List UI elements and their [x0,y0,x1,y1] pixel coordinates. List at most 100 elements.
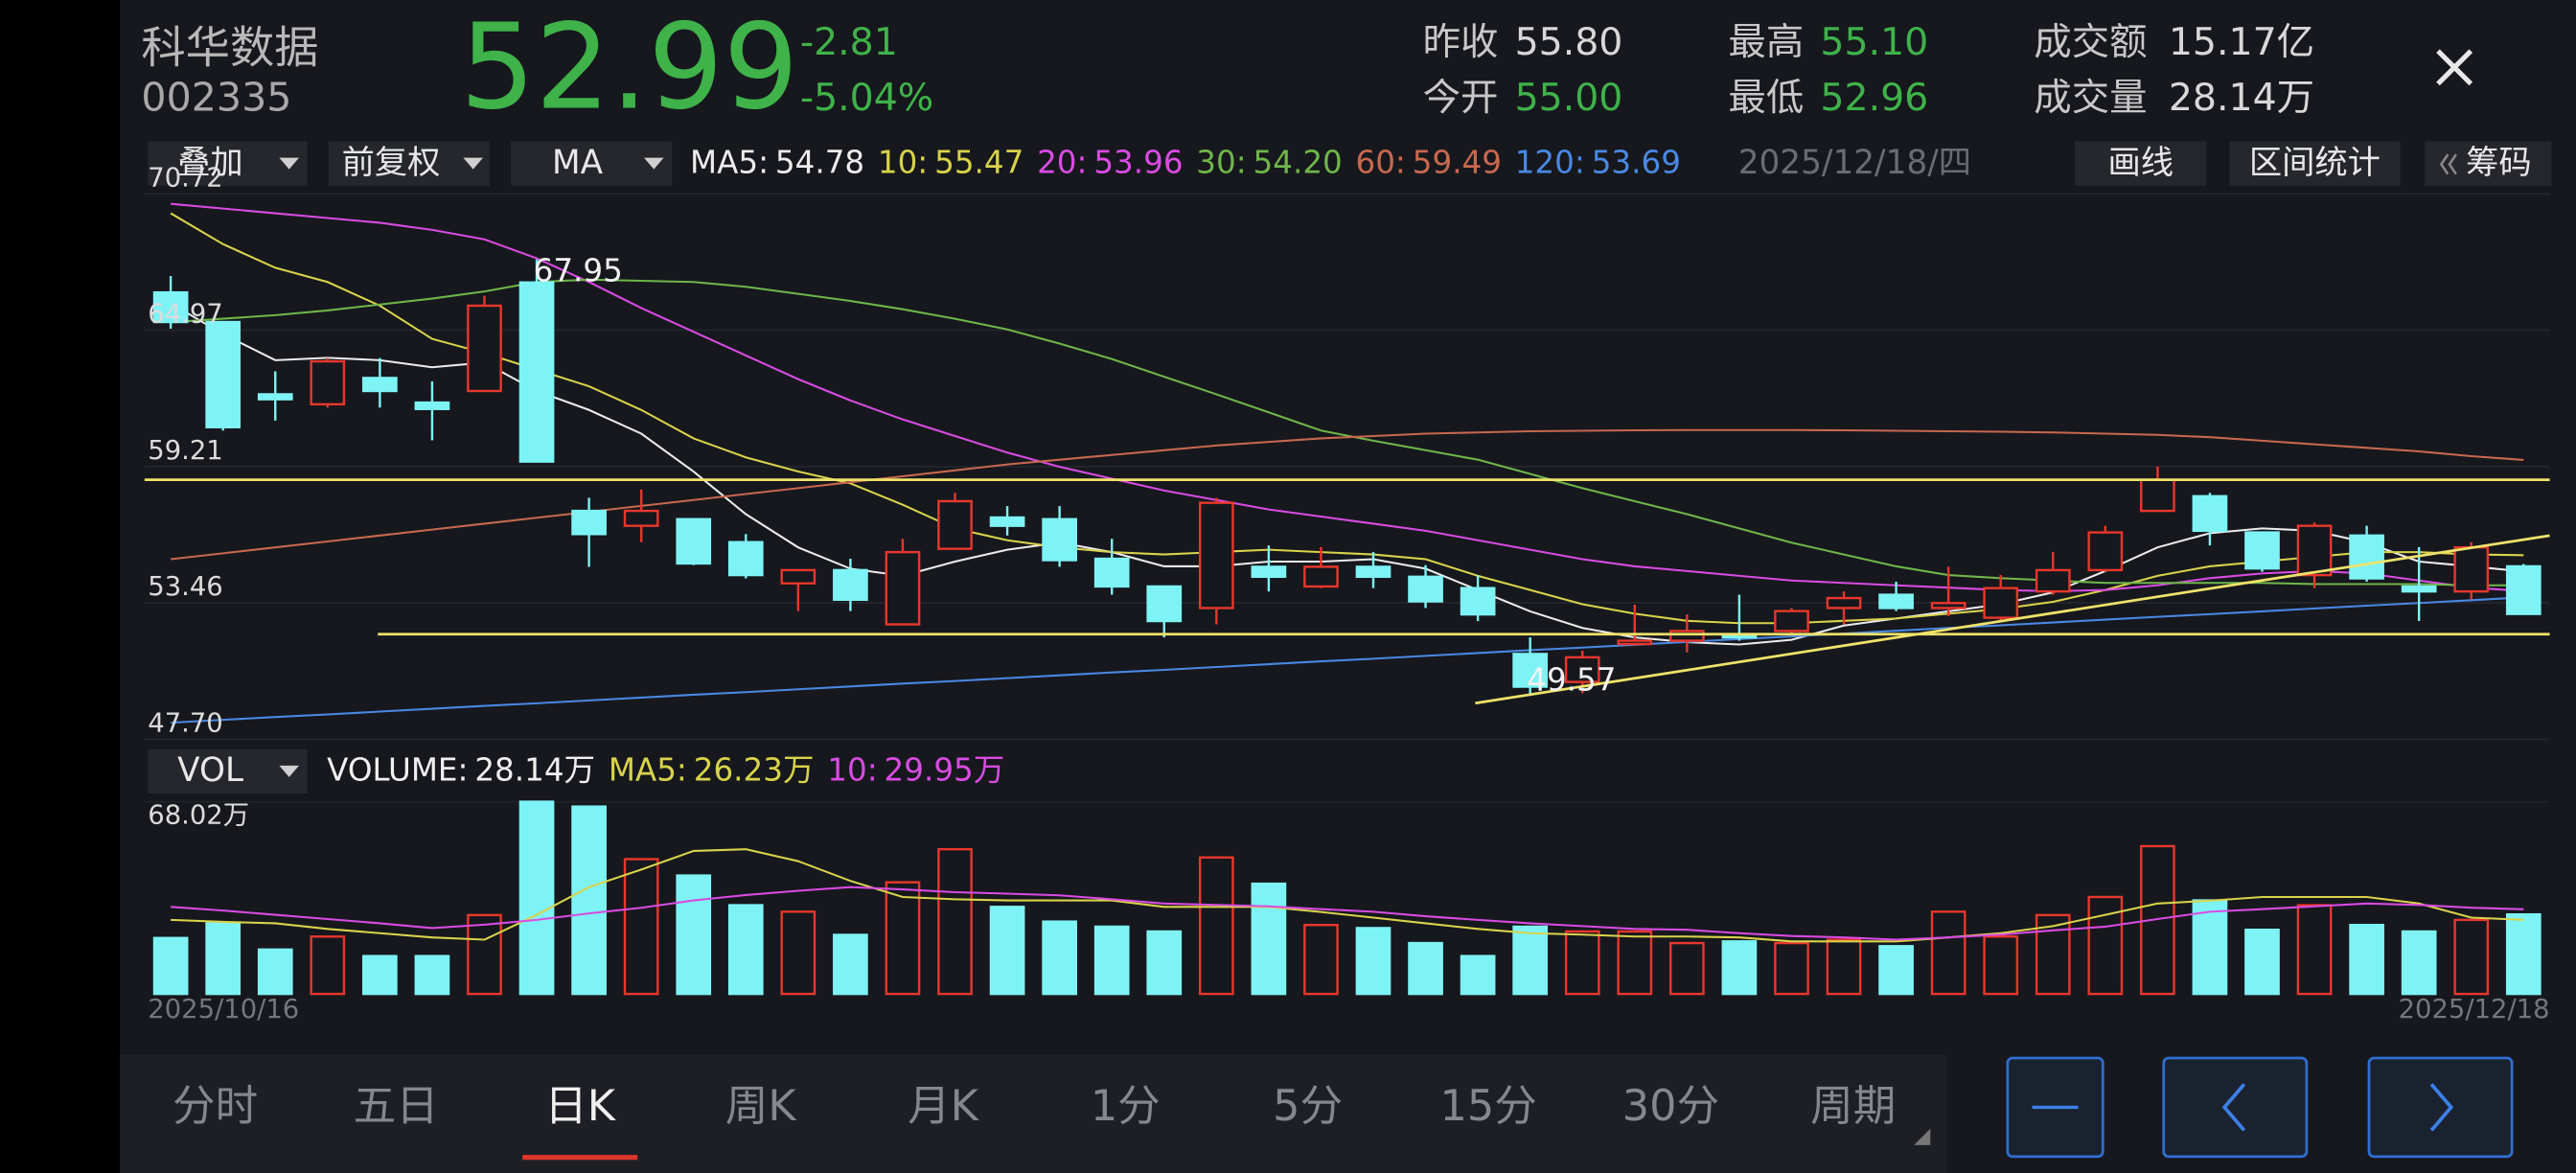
button-bg [2229,141,2401,186]
candle-body [1564,656,1600,683]
volume-bar [2453,918,2490,996]
candle-body [676,518,712,565]
dropdown-arrow [279,157,299,170]
last-price: 52.99 [460,0,798,137]
ma-line [171,428,2524,561]
stat-value: 28.14万 [2169,76,2314,120]
legend-value: 29.95万 [885,752,1005,789]
volume-bar [1774,941,1809,996]
legend-name: MA5: [609,752,687,789]
volume-bars [152,800,2542,996]
candle-body [2244,531,2280,570]
indicator-dropdown[interactable]: MA [511,141,673,186]
button-bg [2425,141,2552,186]
y-tick-label: 70.72 [148,163,222,193]
adjust-dropdown[interactable]: 前复权 [328,141,490,186]
volume-bar [2296,904,2333,996]
period-tab[interactable]: 周期 [1810,1081,1896,1131]
volume-bar [1146,930,1183,996]
period-tab[interactable]: 5分 [1273,1081,1343,1131]
period-tab[interactable]: 日K [544,1081,617,1131]
prev-button[interactable] [2162,1056,2309,1159]
y-tick-label: 47.70 [148,709,222,739]
volume-bar [2505,912,2542,996]
left-icon [2221,1083,2246,1132]
close-button[interactable] [2436,49,2473,86]
stat-label: 成交额 [2034,20,2147,64]
user-drawings [144,478,2550,705]
overlay-dropdown[interactable]: 叠加 [148,141,308,186]
ma-line [171,886,2524,941]
range-stats-button[interactable]: 区间统计 [2229,141,2401,186]
period-tab[interactable]: 五日 [354,1081,439,1131]
legend-value: 54.78 [775,144,864,180]
active-underline [522,1155,638,1161]
button-label: 画线 [2107,144,2174,182]
period-tab[interactable]: 30分 [1622,1081,1719,1131]
zoom-out-button[interactable] [2006,1056,2104,1159]
button-bg [328,141,490,186]
candle-body [1146,585,1183,623]
candle-body [414,401,450,410]
draw-button[interactable]: 画线 [2075,141,2207,186]
volume-bar [518,800,555,996]
candles [152,259,2542,696]
period-tab[interactable]: 15分 [1440,1081,1537,1131]
stat-value: 15.17亿 [2169,20,2314,64]
volume-bar [2349,923,2384,996]
volume-bar [2192,899,2228,996]
y-tick-label: 53.46 [148,572,222,602]
candle-body [1826,596,1862,610]
tab-bar-bg [120,1054,1947,1173]
candle-body [1042,518,1077,562]
ma-line [171,596,2524,724]
y-tick-label: 59.21 [148,436,222,466]
button-bg [511,141,673,186]
period-tab[interactable]: 分时 [172,1081,258,1131]
stats: 昨收 55.80 今开 55.00 最高 55.10 最低 52.96 成交额 15.17亿成交量… [1423,20,2315,120]
dropdown-arrow [279,765,299,777]
next-button[interactable] [2367,1056,2514,1159]
volume-bar [1669,941,1705,996]
volume-indicator-dropdown[interactable]: VOL [148,748,308,794]
button-bg [148,748,308,794]
candle-body [2401,585,2437,593]
period-tab[interactable]: 月K [908,1081,980,1131]
candle-body [1355,565,1392,579]
period-tab[interactable]: 1分 [1091,1081,1161,1131]
legend-name: VOLUME: [327,752,468,789]
button-bg [148,141,308,186]
candle-body [467,304,502,393]
right-icon [2429,1083,2454,1132]
stat-label: 今开 [1423,76,1499,120]
volume-bar [1408,941,1443,996]
candle-body [623,509,659,527]
candle-body [310,359,346,406]
volume-bar [1721,940,1758,996]
ma-line [171,278,2524,586]
candle-body [2192,494,2228,533]
volume-bar [1512,925,1549,996]
candle-body [257,393,293,401]
ma-legend: MA5: 54.78 10: 55.47 20: 53.96 30: 54.20 60: 59.4… [690,144,1681,180]
volume-bar [310,935,346,996]
y-tick-label: 64.97 [148,300,222,330]
volume-bar [1251,882,1287,996]
high-annotation: 67.95 [534,252,623,288]
volume-bar [780,910,816,996]
legend-value: 28.14万 [474,752,595,789]
volume-bar [467,913,502,996]
candle-body [780,568,816,585]
button-label: MA [552,144,604,182]
candle-body [1198,501,1234,610]
stat-value: 55.10 [1820,20,1928,64]
period-tab[interactable]: 周K [725,1081,798,1131]
stat-label: 成交量 [2034,76,2147,120]
legend-name: MA5: [690,144,769,180]
candle-body [1669,630,1705,642]
legend-name: 10: [878,144,928,180]
chips-button[interactable]: 筹码 [2425,141,2552,186]
volume-bar [1826,938,1862,996]
candle-body [1930,602,1966,610]
